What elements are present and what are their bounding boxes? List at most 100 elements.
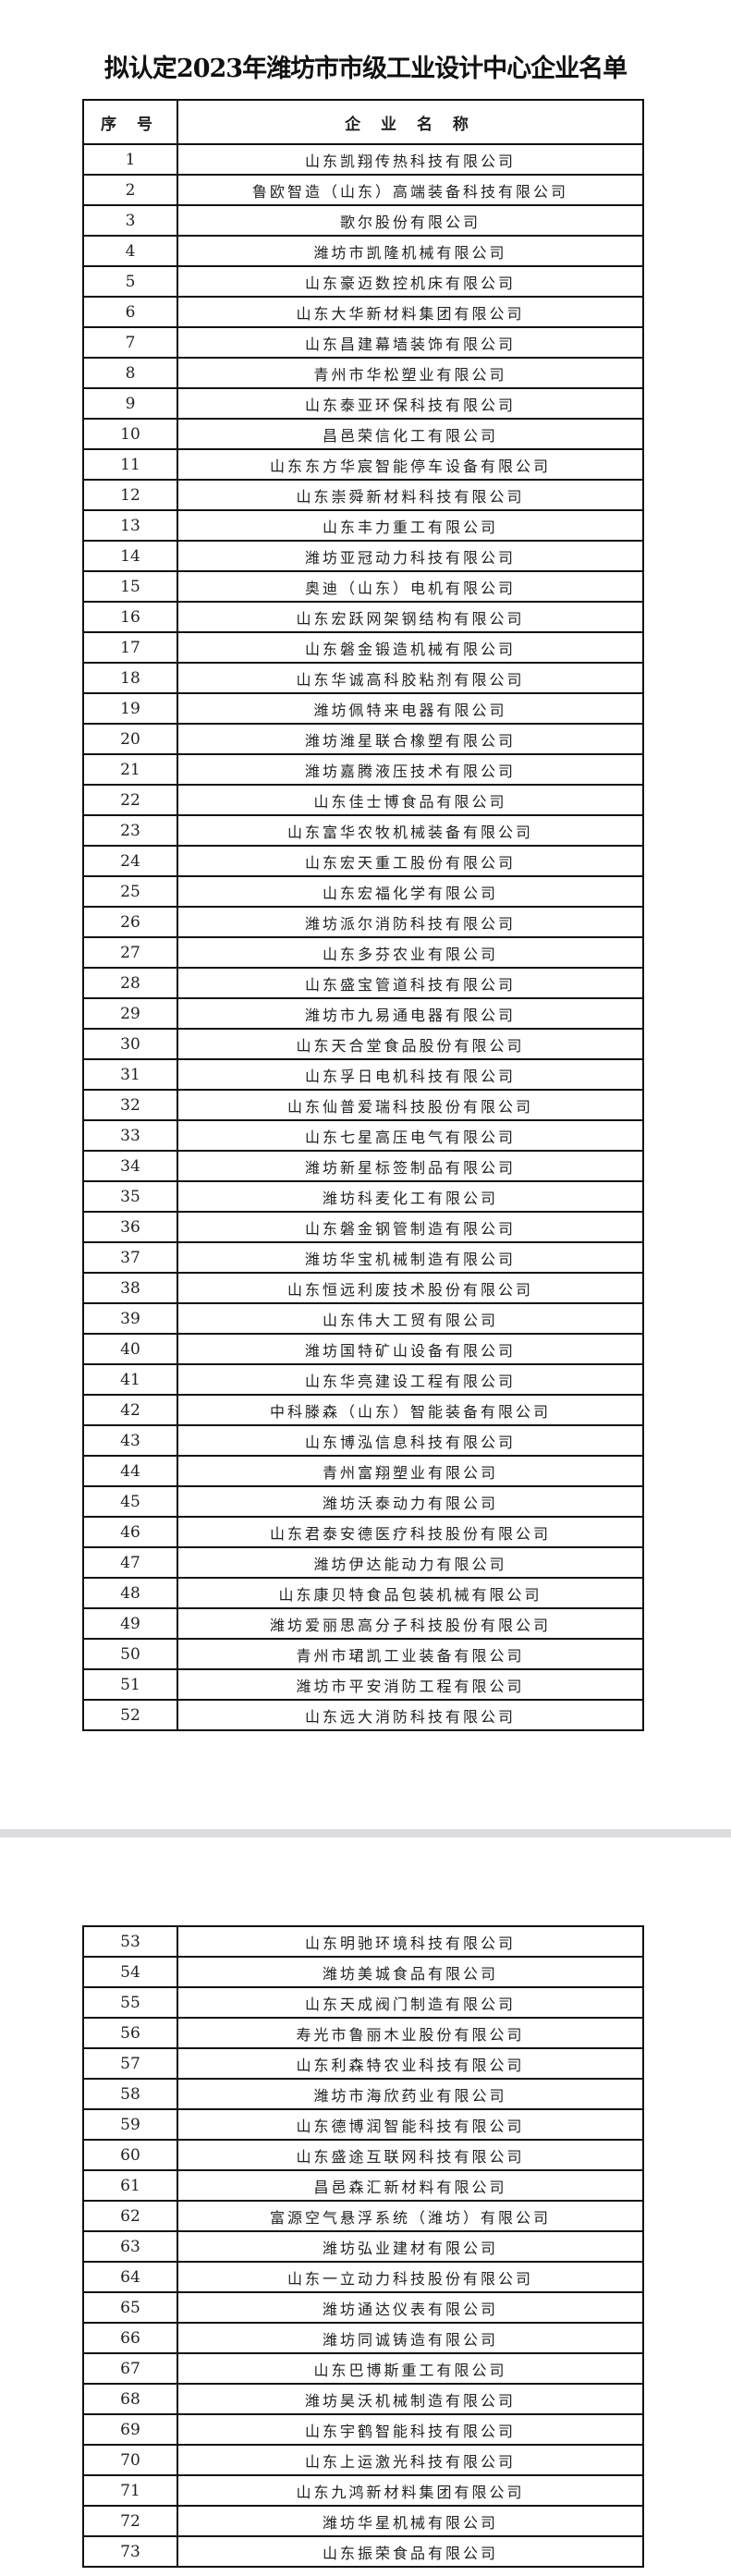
table-row: 52 山东远大消防科技有限公司	[82, 1699, 644, 1731]
table-row: 21 潍坊嘉腾液压技术有限公司	[82, 753, 644, 786]
table-row: 61 昌邑森汇新材料有限公司	[82, 2169, 644, 2202]
row-index: 41	[82, 1363, 178, 1396]
company-name: 山东七星高压电气有限公司	[177, 1119, 644, 1152]
company-name: 潍坊通达仪表有限公司	[177, 2291, 644, 2324]
company-name: 潍坊美城食品有限公司	[177, 1956, 644, 1988]
row-index: 48	[82, 1577, 178, 1609]
company-name: 山东磐金锻造机械有限公司	[177, 631, 644, 664]
company-name: 山东昌建幕墙装饰有限公司	[177, 326, 644, 359]
company-name: 潍坊弘业建材有限公司	[177, 2230, 644, 2263]
table-row: 37 潍坊华宝机械制造有限公司	[82, 1241, 644, 1274]
table-row: 54 潍坊美城食品有限公司	[82, 1956, 644, 1988]
table-row: 13 山东丰力重工有限公司	[82, 509, 644, 542]
row-index: 12	[82, 479, 178, 511]
company-name: 潍坊佩特来电器有限公司	[177, 692, 644, 725]
row-index: 14	[82, 540, 178, 572]
company-name: 山东远大消防科技有限公司	[177, 1699, 644, 1731]
company-name: 山东孚日电机科技有限公司	[177, 1058, 644, 1091]
company-name: 山东盛宝管道科技有限公司	[177, 967, 644, 999]
row-index: 43	[82, 1424, 178, 1457]
company-name: 山东一立动力科技股份有限公司	[177, 2261, 644, 2293]
table-row: 70 山东上运激光科技有限公司	[82, 2444, 644, 2476]
row-index: 10	[82, 418, 178, 450]
company-name: 潍坊华星机械有限公司	[177, 2505, 644, 2537]
company-name: 昌邑森汇新材料有限公司	[177, 2169, 644, 2202]
row-index: 33	[82, 1119, 178, 1152]
table-row: 40 潍坊国特矿山设备有限公司	[82, 1333, 644, 1365]
table-row: 43 山东博泓信息科技有限公司	[82, 1424, 644, 1457]
row-index: 54	[82, 1956, 178, 1988]
company-name: 山东宏福化学有限公司	[177, 875, 644, 908]
page-separator	[0, 1829, 731, 1837]
row-index: 17	[82, 631, 178, 664]
company-name: 潍坊国特矿山设备有限公司	[177, 1333, 644, 1365]
company-table-page-2: 53 山东明驰环境科技有限公司 54 潍坊美城食品有限公司 55 山东天成阀门制造有限公司…	[82, 1925, 644, 2568]
table-row: 14 潍坊亚冠动力科技有限公司	[82, 540, 644, 572]
row-index: 56	[82, 2017, 178, 2049]
table-row: 12 山东崇舜新材料科技有限公司	[82, 479, 644, 511]
table-row: 10 昌邑荣信化工有限公司	[82, 418, 644, 450]
company-name: 潍坊新星标签制品有限公司	[177, 1150, 644, 1182]
row-index: 53	[82, 1925, 178, 1958]
row-index: 60	[82, 2139, 178, 2171]
row-index: 40	[82, 1333, 178, 1365]
row-index: 25	[82, 875, 178, 908]
row-index: 21	[82, 753, 178, 786]
company-name: 寿光市鲁丽木业股份有限公司	[177, 2017, 644, 2049]
company-name: 山东恒远利废技术股份有限公司	[177, 1272, 644, 1304]
company-name: 鲁欧智造（山东）高端装备科技有限公司	[177, 174, 644, 206]
table-row: 33 山东七星高压电气有限公司	[82, 1119, 644, 1152]
table-row: 8 青州市华松塑业有限公司	[82, 357, 644, 389]
table-row: 16 山东宏跃网架钢结构有限公司	[82, 601, 644, 633]
table-row: 30 山东天合堂食品股份有限公司	[82, 1028, 644, 1060]
row-index: 18	[82, 662, 178, 694]
page-title: 拟认定2023年潍坊市市级工业设计中心企业名单	[104, 55, 627, 83]
table-row: 59 山东德博润智能科技有限公司	[82, 2108, 644, 2141]
row-index: 34	[82, 1150, 178, 1182]
table-row: 1 山东凯翔传热科技有限公司	[82, 143, 644, 176]
company-name: 青州富翔塑业有限公司	[177, 1455, 644, 1487]
company-name: 山东盛途互联网科技有限公司	[177, 2139, 644, 2171]
table-row: 32 山东仙普爱瑞科技股份有限公司	[82, 1089, 644, 1121]
company-name: 山东巴博斯重工有限公司	[177, 2352, 644, 2385]
row-index: 67	[82, 2352, 178, 2385]
table-row: 72 潍坊华星机械有限公司	[82, 2505, 644, 2537]
company-name: 山东九鸿新材料集团有限公司	[177, 2474, 644, 2507]
company-name: 潍坊爱丽思高分子科技股份有限公司	[177, 1607, 644, 1640]
row-index: 6	[82, 296, 178, 328]
company-table-page-1: 序 号 企 业 名 称 1 山东凯翔传热科技有限公司 2 鲁欧智造（山东）高端装备科技…	[82, 99, 644, 1731]
table-row: 66 潍坊同诚铸造有限公司	[82, 2322, 644, 2354]
company-name: 潍坊市海欣药业有限公司	[177, 2078, 644, 2110]
row-index: 31	[82, 1058, 178, 1091]
row-index: 49	[82, 1607, 178, 1640]
table-row: 23 山东富华农牧机械装备有限公司	[82, 814, 644, 847]
table-row: 24 山东宏天重工股份有限公司	[82, 845, 644, 877]
company-name: 山东豪迈数控机床有限公司	[177, 265, 644, 298]
company-name: 奥迪（山东）电机有限公司	[177, 570, 644, 603]
table-row: 4 潍坊市凯隆机械有限公司	[82, 235, 644, 267]
company-name: 潍坊同诚铸造有限公司	[177, 2322, 644, 2354]
company-name: 潍坊亚冠动力科技有限公司	[177, 540, 644, 572]
company-name: 山东天成阀门制造有限公司	[177, 1986, 644, 2019]
company-name: 山东多芬农业有限公司	[177, 936, 644, 969]
table-row: 73 山东振荣食品有限公司	[82, 2535, 644, 2568]
row-index: 55	[82, 1986, 178, 2019]
table-row: 29 潍坊市九易通电器有限公司	[82, 997, 644, 1030]
row-index: 7	[82, 326, 178, 359]
row-index: 36	[82, 1211, 178, 1243]
company-name: 山东伟大工贸有限公司	[177, 1302, 644, 1335]
row-index: 35	[82, 1180, 178, 1213]
table-row: 11 山东东方华宸智能停车设备有限公司	[82, 448, 644, 481]
table-row: 36 山东磐金钢管制造有限公司	[82, 1211, 644, 1243]
row-index: 73	[82, 2535, 178, 2568]
company-name: 潍坊市凯隆机械有限公司	[177, 235, 644, 267]
row-index: 27	[82, 936, 178, 969]
row-index: 68	[82, 2383, 178, 2415]
row-index: 61	[82, 2169, 178, 2202]
row-index: 59	[82, 2108, 178, 2141]
row-index: 15	[82, 570, 178, 603]
table-row: 63 潍坊弘业建材有限公司	[82, 2230, 644, 2263]
company-name: 潍坊科麦化工有限公司	[177, 1180, 644, 1213]
table-row: 56 寿光市鲁丽木业股份有限公司	[82, 2017, 644, 2049]
company-name: 潍坊派尔消防科技有限公司	[177, 906, 644, 938]
